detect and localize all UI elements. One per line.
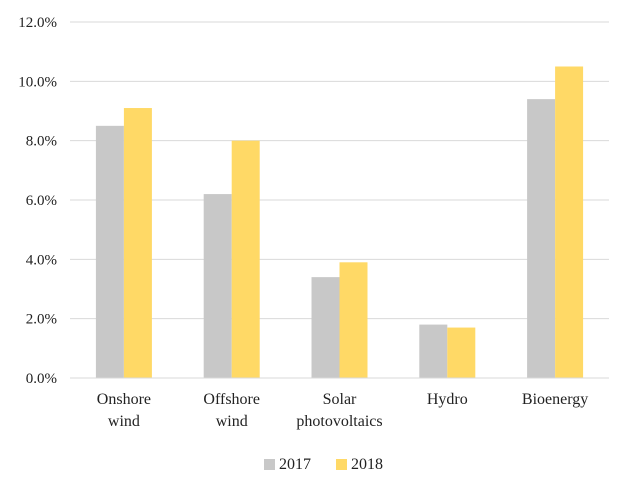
bar-2018 (555, 66, 584, 378)
bar-2018 (123, 108, 152, 379)
legend-swatch-2018 (336, 459, 347, 470)
bar-2018 (339, 262, 368, 378)
bars (95, 66, 584, 379)
y-tick-label: 4.0% (26, 252, 57, 268)
bar-2017 (203, 194, 232, 378)
y-tick-label: 6.0% (26, 193, 57, 209)
category-label: wind (216, 413, 248, 430)
bar-2017 (419, 324, 448, 378)
legend: 2017 2018 (264, 456, 383, 473)
category-label: Hydro (427, 391, 468, 408)
y-axis-tick-labels: 0.0% 2.0% 4.0% 6.0% 8.0% 10.0% 12.0% (18, 15, 57, 387)
bar-2017 (311, 277, 340, 378)
gridlines (70, 21, 609, 320)
bar-2018 (231, 140, 260, 378)
category-label: Solar (323, 391, 357, 408)
y-tick-label: 12.0% (18, 15, 57, 31)
category-labels: Onshore wind Offshore wind Solar photovoltaic… (97, 391, 588, 430)
category-label: Offshore (203, 391, 260, 408)
category-label: Onshore (97, 391, 151, 408)
bar-2017 (527, 99, 556, 378)
category-label: photovoltaics (296, 413, 382, 430)
y-tick-label: 0.0% (26, 371, 57, 387)
legend-label: 2018 (351, 456, 383, 473)
category-label: Bioenergy (522, 391, 588, 408)
y-tick-label: 10.0% (18, 74, 57, 90)
y-tick-label: 2.0% (26, 312, 57, 328)
legend-swatch-2017 (264, 459, 275, 470)
legend-label: 2017 (279, 456, 311, 473)
category-label: wind (108, 413, 140, 430)
y-tick-label: 8.0% (26, 134, 57, 150)
bar-2017 (95, 125, 124, 378)
bar-2018 (447, 327, 476, 378)
